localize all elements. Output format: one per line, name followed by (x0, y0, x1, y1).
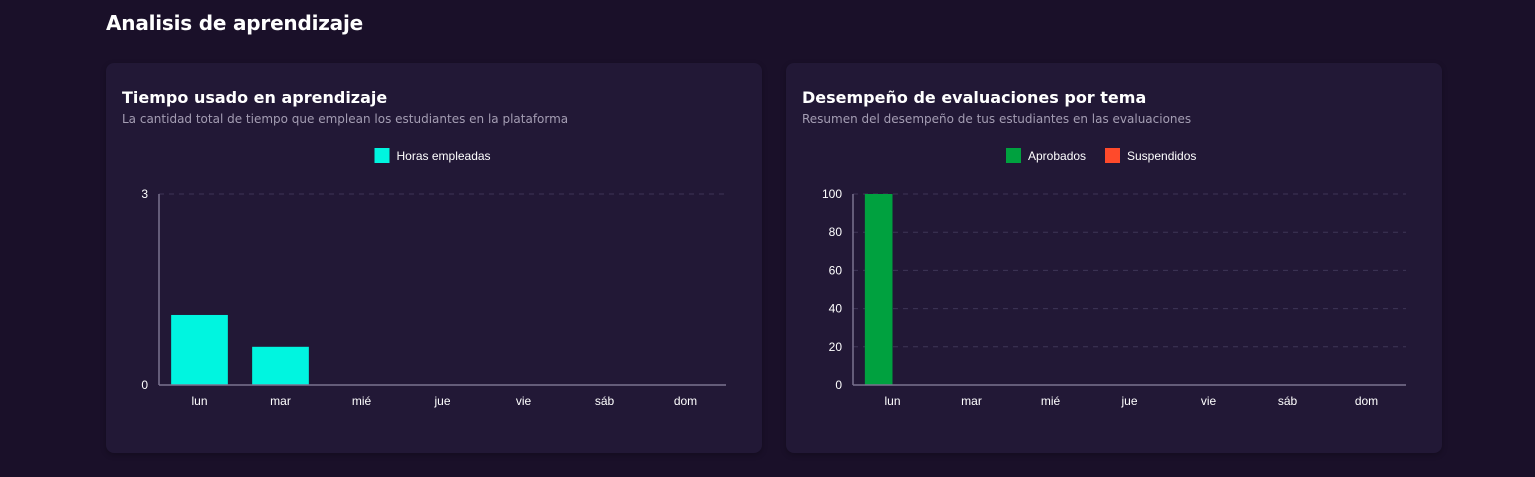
legend-swatch-1 (1105, 148, 1120, 163)
y-tick-label: 0 (835, 378, 842, 392)
legend-swatch-0 (374, 148, 390, 163)
y-tick-label: 40 (829, 302, 843, 316)
x-tick-label: jue (1120, 394, 1137, 408)
x-tick-label: vie (1201, 394, 1217, 408)
x-tick-label: sáb (595, 394, 615, 408)
y-tick-label: 80 (829, 225, 843, 239)
performance-bar-chart: Aprobados Suspendidos 0 20 40 60 80 100 lun mar mi… (822, 148, 1406, 408)
section-title: Analisis de aprendizaje (106, 11, 364, 35)
performance-chart-title: Desempeño de evaluaciones por tema (802, 88, 1147, 107)
x-tick-label: mar (961, 394, 982, 408)
legend-swatch-0 (1006, 148, 1021, 163)
x-tick-label: sáb (1278, 394, 1298, 408)
performance-chart-subtitle: Resumen del desempeño de tus estudiantes… (802, 112, 1192, 126)
legend-label-0: Aprobados (1028, 149, 1086, 163)
bar (171, 314, 228, 385)
y-tick-label: 60 (829, 263, 843, 277)
bar (252, 346, 309, 385)
time-chart-title: Tiempo usado en aprendizaje (122, 88, 388, 107)
legend-label-1: Suspendidos (1127, 149, 1196, 163)
time-chart-subtitle: La cantidad total de tiempo que emplean … (122, 112, 569, 126)
time-chart-card: Tiempo usado en aprendizaje La cantidad … (106, 63, 762, 453)
x-tick-label: dom (1355, 394, 1378, 408)
bar (864, 194, 893, 385)
time-bar-chart: Horas empleadas 0 3 lun mar mié jue vie sáb dom (141, 148, 726, 408)
x-tick-label: mar (270, 394, 291, 408)
y-tick-label: 3 (141, 187, 148, 201)
y-tick-label: 20 (829, 340, 843, 354)
x-tick-label: mié (1041, 394, 1061, 408)
y-tick-label: 100 (822, 187, 842, 201)
x-tick-label: lun (191, 394, 207, 408)
x-tick-label: dom (674, 394, 697, 408)
legend-label-0: Horas empleadas (397, 149, 491, 163)
x-tick-label: vie (516, 394, 532, 408)
y-tick-label: 0 (141, 378, 148, 392)
performance-chart-card: Desempeño de evaluaciones por tema Resum… (786, 63, 1442, 453)
x-tick-label: lun (884, 394, 900, 408)
x-tick-label: jue (433, 394, 450, 408)
x-tick-label: mié (352, 394, 372, 408)
